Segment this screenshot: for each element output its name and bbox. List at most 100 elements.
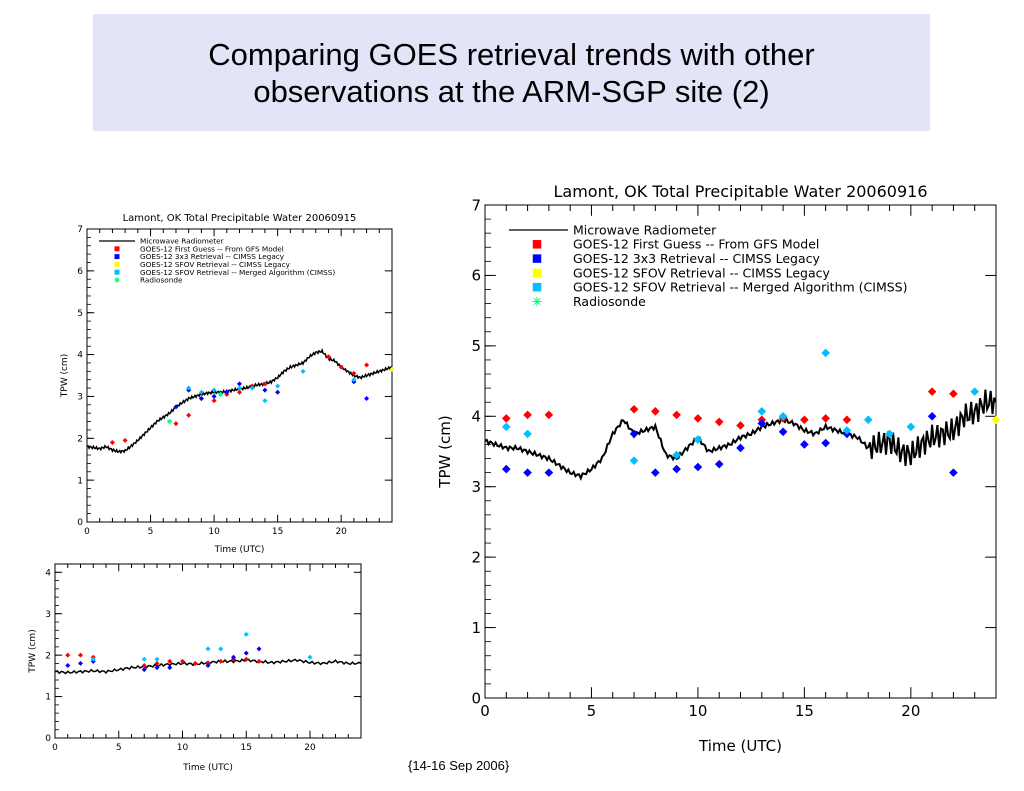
data-point xyxy=(842,426,852,435)
legend-square-swatch xyxy=(114,246,120,252)
data-point xyxy=(237,385,242,391)
x-tick-label: 15 xyxy=(795,702,814,720)
data-point xyxy=(778,411,788,421)
data-point xyxy=(629,404,639,414)
data-point-star xyxy=(167,419,173,425)
data-point xyxy=(501,422,511,432)
date-range-footer: {14-16 Sep 2006} xyxy=(408,758,510,773)
chart-tpw-small: 0 5 10 15 20 0 1 2 3 4 Time (UTC) TPW (cm) xyxy=(28,563,362,773)
data-point xyxy=(65,652,71,658)
data-point xyxy=(211,393,217,399)
slide-title-line-1: Comparing GOES retrieval trends with oth… xyxy=(208,36,815,72)
data-point xyxy=(154,660,160,666)
data-point xyxy=(757,407,767,416)
data-point xyxy=(991,415,1001,425)
y-tick-label: 6 xyxy=(77,267,83,277)
data-point xyxy=(629,429,639,439)
data-point xyxy=(778,427,788,437)
data-point-star xyxy=(217,391,223,397)
legend-square-swatch xyxy=(532,282,542,292)
chart-title: Lamont, OK Total Precipitable Water 2006… xyxy=(123,213,357,224)
data-point xyxy=(501,414,511,423)
series-goes-12-first-guess-from-gfs-model xyxy=(109,354,370,445)
x-tick-label: 10 xyxy=(208,527,220,537)
data-point xyxy=(122,437,128,443)
data-point xyxy=(205,663,211,668)
data-point xyxy=(275,389,281,395)
data-point xyxy=(351,370,357,376)
data-point xyxy=(821,438,830,448)
data-point xyxy=(218,646,224,652)
data-point xyxy=(237,389,242,395)
data-point xyxy=(906,422,916,432)
data-point xyxy=(186,412,192,418)
series-radiosonde xyxy=(167,391,223,425)
legend-label: GOES-12 First Guess -- From GFS Model xyxy=(573,237,819,252)
series-goes-12-sfov-retrieval-cimss-legacy xyxy=(389,366,395,372)
data-point xyxy=(256,658,262,664)
data-point xyxy=(523,429,532,439)
y-tick-label: 0 xyxy=(77,518,83,528)
legend-label: GOES-12 SFOV Retrieval -- CIMSS Legacy xyxy=(140,260,291,269)
data-point xyxy=(970,387,980,396)
data-point xyxy=(736,421,745,430)
data-point xyxy=(211,398,217,404)
data-point xyxy=(211,387,217,393)
data-point xyxy=(224,389,230,395)
data-point xyxy=(192,660,198,666)
data-point xyxy=(218,658,224,664)
series-goes-12-sfov-retrieval-merged-algorithm-cimss xyxy=(90,631,313,662)
data-point xyxy=(275,383,281,389)
data-point xyxy=(693,462,703,472)
data-point xyxy=(800,440,809,449)
legend-label: GOES-12 SFOV Retrieval -- Merged Algorit… xyxy=(573,280,907,295)
data-point xyxy=(714,459,724,469)
data-point xyxy=(154,665,160,671)
legend-label: GOES-12 SFOV Retrieval -- CIMSS Legacy xyxy=(573,265,830,280)
data-point xyxy=(262,387,268,393)
legend-square-swatch xyxy=(532,240,542,249)
y-tick-label: 0 xyxy=(45,734,51,744)
data-point xyxy=(800,415,809,425)
data-point xyxy=(154,656,160,662)
y-tick-label: 4 xyxy=(45,568,51,578)
x-tick-label: 0 xyxy=(84,527,90,537)
data-point xyxy=(167,665,173,671)
y-tick-label: 7 xyxy=(77,225,83,235)
data-point xyxy=(351,377,357,383)
x-tick-label: 10 xyxy=(688,702,707,720)
x-tick-label: 20 xyxy=(304,743,316,753)
y-tick-label: 1 xyxy=(45,693,51,703)
y-axis-label: TPW (cm) xyxy=(436,415,454,488)
data-point xyxy=(364,362,370,368)
data-point xyxy=(736,443,745,453)
data-point xyxy=(180,658,185,664)
data-point xyxy=(243,656,249,662)
data-point xyxy=(141,663,147,668)
data-point xyxy=(109,439,115,445)
data-point xyxy=(167,658,173,664)
chart-tpw-20060916: Lamont, OK Total Precipitable Water 2006… xyxy=(436,182,1001,755)
y-tick-label: 5 xyxy=(471,337,481,355)
data-point xyxy=(927,411,937,421)
y-tick-label: 1 xyxy=(77,476,83,486)
series-goes-12-3x3-retrieval-cimss-legacy xyxy=(65,646,262,673)
data-point xyxy=(949,389,958,399)
legend-square-swatch xyxy=(114,261,120,267)
y-tick-label: 4 xyxy=(471,408,481,426)
legend-star-swatch xyxy=(114,277,120,283)
legend-label: Radiosonde xyxy=(140,276,183,285)
microwave-radiometer-line xyxy=(87,348,392,455)
data-point xyxy=(186,385,192,391)
legend-label: GOES-12 SFOV Retrieval -- Merged Algorit… xyxy=(140,268,335,277)
y-tick-label: 6 xyxy=(471,267,481,285)
data-point xyxy=(672,410,681,420)
y-tick-label: 4 xyxy=(77,351,83,361)
data-point xyxy=(629,456,639,465)
legend-square-swatch xyxy=(532,254,542,263)
data-point xyxy=(90,656,96,662)
star-stroke xyxy=(167,419,172,424)
data-point xyxy=(672,464,681,474)
data-point xyxy=(173,421,179,427)
